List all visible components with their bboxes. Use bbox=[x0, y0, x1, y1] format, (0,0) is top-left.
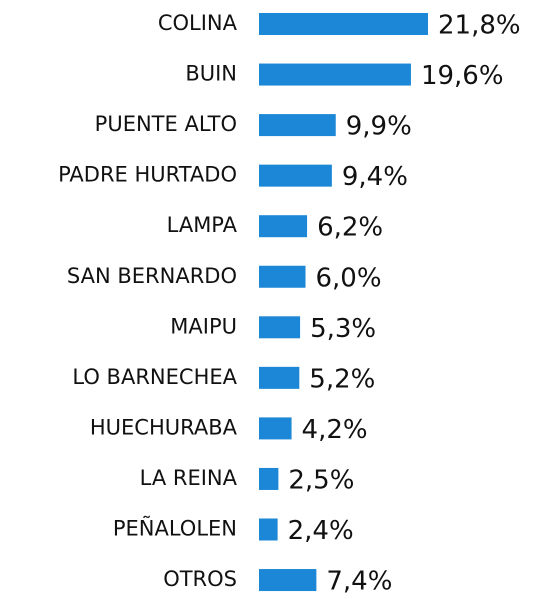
value-label: 19,6% bbox=[421, 61, 504, 91]
value-label: 7,4% bbox=[326, 567, 392, 597]
bar bbox=[259, 63, 411, 86]
value-label: 9,4% bbox=[342, 162, 408, 192]
category-label: MAIPU bbox=[170, 314, 237, 338]
bar bbox=[259, 518, 278, 541]
bar bbox=[259, 215, 308, 238]
value-label: 21,8% bbox=[438, 11, 521, 41]
category-label: SAN BERNARDO bbox=[67, 264, 237, 288]
category-label: PUENTE ALTO bbox=[95, 112, 237, 136]
category-label: HUECHURABA bbox=[90, 415, 238, 439]
value-label: 6,2% bbox=[317, 213, 383, 243]
bar bbox=[259, 265, 306, 288]
bar bbox=[259, 316, 301, 339]
category-label: LAMPA bbox=[167, 213, 238, 237]
value-label: 5,2% bbox=[309, 364, 375, 394]
category-label: LO BARNECHEA bbox=[72, 365, 237, 389]
bar bbox=[259, 164, 332, 187]
value-label: 2,4% bbox=[288, 516, 354, 546]
bar bbox=[259, 467, 279, 490]
category-label: PADRE HURTADO bbox=[58, 163, 237, 187]
bar bbox=[259, 569, 317, 592]
category-label: COLINA bbox=[158, 11, 238, 35]
category-label: PEÑALOLEN bbox=[113, 515, 237, 541]
value-label: 5,3% bbox=[310, 314, 376, 344]
value-label: 6,0% bbox=[316, 263, 382, 293]
value-label: 2,5% bbox=[288, 465, 354, 495]
value-label: 4,2% bbox=[302, 415, 368, 445]
category-label: LA REINA bbox=[140, 466, 238, 490]
value-label: 9,9% bbox=[346, 112, 412, 142]
category-label: OTROS bbox=[163, 567, 237, 591]
bar bbox=[259, 417, 292, 440]
bar bbox=[259, 13, 428, 35]
bar bbox=[259, 114, 336, 137]
bar bbox=[259, 366, 300, 389]
category-label: BUIN bbox=[185, 62, 237, 86]
